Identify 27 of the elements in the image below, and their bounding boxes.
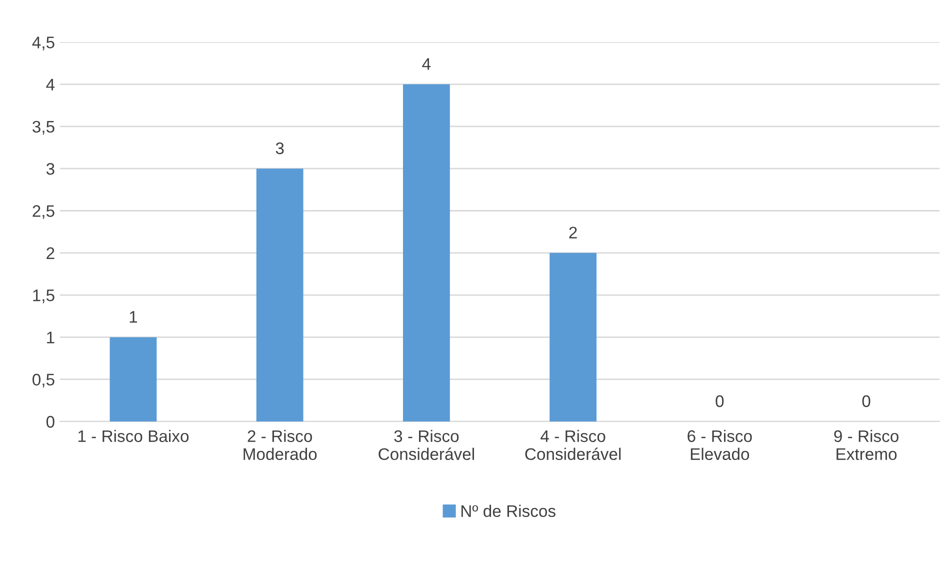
x-tick-label: 9 - Risco Extremo	[834, 430, 898, 460]
y-tick-label: 4	[46, 78, 55, 90]
x-tick-label: 2 - Risco Moderado	[244, 430, 317, 460]
y-tick-label: 0,5	[32, 374, 54, 388]
bar	[550, 252, 597, 422]
data-label: 4	[422, 58, 431, 70]
x-tick-label: 3 - Risco Considerável	[378, 430, 474, 460]
y-tick-label: 2,5	[32, 205, 54, 219]
x-tick-label: 1 - Risco Baixo	[78, 430, 189, 442]
y-tick-label: 1,5	[33, 290, 54, 304]
data-label: 2	[569, 226, 577, 238]
bar	[402, 84, 450, 422]
y-tick-label: 2	[46, 247, 54, 259]
y-tick-label: 3	[46, 163, 54, 175]
bar	[256, 168, 304, 422]
x-tick-label: 4 - Risco Considerável	[525, 430, 621, 460]
y-tick-label: 0	[46, 416, 54, 428]
x-tick-label: 6 - Risco Elevado	[688, 430, 752, 460]
bar	[110, 337, 157, 422]
data-label: 0	[716, 395, 724, 408]
data-label: 3	[276, 142, 284, 154]
y-tick-label: 3,5	[32, 120, 54, 135]
y-tick-label: 1	[47, 332, 54, 344]
legend-label: Nº de Riscos	[461, 504, 556, 518]
y-tick-label: 4,5	[32, 36, 54, 50]
data-label: 1	[130, 311, 138, 323]
data-label: 0	[862, 395, 870, 408]
